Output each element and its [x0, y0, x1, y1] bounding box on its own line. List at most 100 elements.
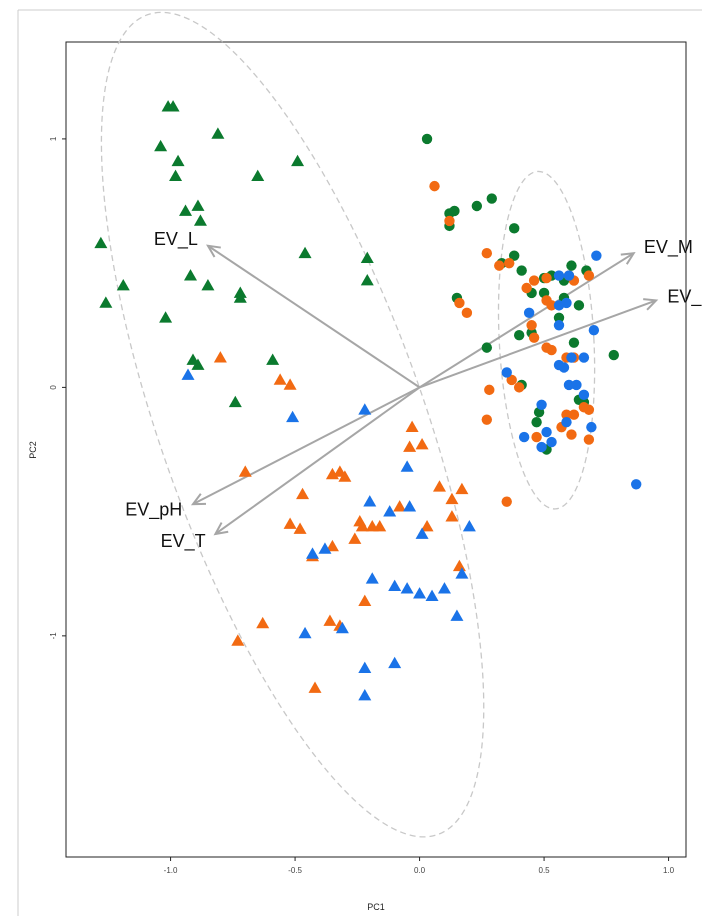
- point-circle-green: [516, 265, 527, 276]
- point-triangle-blue: [358, 403, 372, 415]
- point-triangle-orange: [283, 378, 297, 390]
- x-tick-label: 0.5: [539, 866, 551, 875]
- point-triangle-green: [179, 204, 193, 216]
- point-circle-orange: [568, 409, 580, 420]
- x-tick-label: -0.5: [288, 866, 302, 875]
- point-circle-orange: [484, 384, 495, 396]
- point-circle-blue: [563, 270, 575, 281]
- vector-label: EV_M: [644, 237, 693, 258]
- x-tick-label: -1.0: [164, 866, 178, 875]
- point-triangle-blue: [425, 589, 439, 601]
- point-circle-blue: [541, 426, 552, 438]
- point-triangle-orange: [231, 634, 245, 646]
- point-circle-green: [513, 330, 525, 341]
- point-circle-orange: [526, 320, 537, 331]
- point-circle-orange: [504, 257, 515, 269]
- point-circle-blue: [561, 297, 572, 309]
- point-circle-blue: [591, 250, 602, 261]
- point-triangle-blue: [388, 579, 402, 592]
- point-triangle-orange: [308, 681, 322, 693]
- point-triangle-blue: [400, 460, 414, 472]
- point-circle-orange: [546, 300, 557, 311]
- point-triangle-blue: [455, 567, 469, 579]
- point-circle-blue: [588, 325, 600, 336]
- point-triangle-blue: [413, 587, 427, 599]
- point-circle-green: [608, 349, 619, 361]
- point-triangle-blue: [383, 505, 397, 517]
- point-triangle-blue: [358, 688, 372, 701]
- point-triangle-blue: [181, 368, 195, 380]
- x-axis-ticks: -1.0 -0.5 0.0 0.5 1.0: [164, 857, 675, 875]
- point-circle-orange: [481, 414, 493, 425]
- point-triangle-blue: [415, 527, 429, 539]
- point-circle-green: [486, 193, 497, 204]
- point-circle-orange: [561, 409, 572, 420]
- point-circle-orange: [454, 297, 465, 309]
- point-triangle-orange: [293, 522, 307, 534]
- point-circle-orange: [531, 431, 542, 443]
- point-triangle-green: [360, 274, 374, 286]
- point-triangle-green: [201, 279, 215, 291]
- point-circle-blue: [553, 320, 565, 331]
- point-triangle-orange: [338, 470, 352, 482]
- point-triangle-blue: [437, 582, 451, 594]
- point-circle-orange: [566, 429, 577, 440]
- vector-arrowhead: [213, 522, 229, 536]
- point-triangle-orange: [238, 465, 252, 477]
- point-triangle-blue: [358, 661, 372, 674]
- point-triangle-green: [154, 139, 168, 152]
- point-circle-blue: [536, 441, 547, 453]
- y-tick-label: -1: [49, 632, 58, 640]
- point-circle-green: [531, 416, 542, 428]
- y-axis-label: PC2: [28, 441, 38, 459]
- vector-arrow-ev-ph: [192, 386, 421, 506]
- point-circle-blue: [518, 431, 530, 443]
- point-circle-blue: [523, 307, 535, 319]
- x-axis-label: PC1: [367, 902, 385, 912]
- point-circle-orange: [429, 180, 440, 192]
- point-circle-blue: [578, 352, 590, 363]
- point-circle-blue: [571, 379, 582, 391]
- point-triangle-green: [291, 154, 305, 167]
- point-triangle-blue: [403, 500, 417, 512]
- point-triangle-green: [360, 251, 374, 264]
- vector-label: EV_T: [161, 531, 206, 552]
- point-triangle-blue: [286, 410, 300, 423]
- point-triangle-green: [298, 246, 312, 259]
- point-circle-green: [421, 133, 433, 145]
- point-triangle-orange: [256, 616, 270, 629]
- point-triangle-blue: [318, 542, 332, 554]
- point-triangle-blue: [335, 621, 349, 634]
- point-triangle-orange: [358, 594, 372, 606]
- point-circle-orange: [583, 434, 595, 445]
- point-triangle-orange: [455, 482, 469, 495]
- point-triangle-blue: [306, 547, 320, 559]
- point-triangle-orange: [348, 532, 362, 544]
- point-triangle-orange: [393, 500, 407, 512]
- point-triangle-orange: [432, 480, 446, 492]
- point-circle-blue: [561, 416, 572, 428]
- group-ellipse: [497, 170, 596, 510]
- plot-area: [65, 41, 687, 858]
- point-circle-blue: [553, 359, 565, 371]
- point-triangle-orange: [283, 517, 297, 529]
- point-circle-orange: [521, 282, 532, 294]
- vector-arrowhead: [620, 251, 636, 265]
- point-triangle-orange: [420, 520, 434, 532]
- vector-label: EV_L: [154, 229, 198, 250]
- point-circle-orange: [494, 260, 505, 271]
- group-ellipse: [100, 11, 485, 838]
- point-triangle-orange: [325, 539, 339, 552]
- x-tick-label: 0.0: [414, 866, 426, 875]
- point-circle-orange: [461, 307, 473, 319]
- point-circle-blue: [553, 270, 565, 281]
- point-circle-green: [481, 342, 493, 353]
- point-triangle-green: [191, 358, 205, 370]
- point-triangle-blue: [363, 495, 377, 507]
- point-triangle-green: [166, 100, 180, 112]
- point-triangle-green: [169, 169, 183, 182]
- x-tick-label: 1.0: [663, 866, 675, 875]
- point-circle-green: [566, 260, 577, 271]
- point-triangle-blue: [462, 520, 476, 532]
- point-circle-orange: [541, 272, 552, 284]
